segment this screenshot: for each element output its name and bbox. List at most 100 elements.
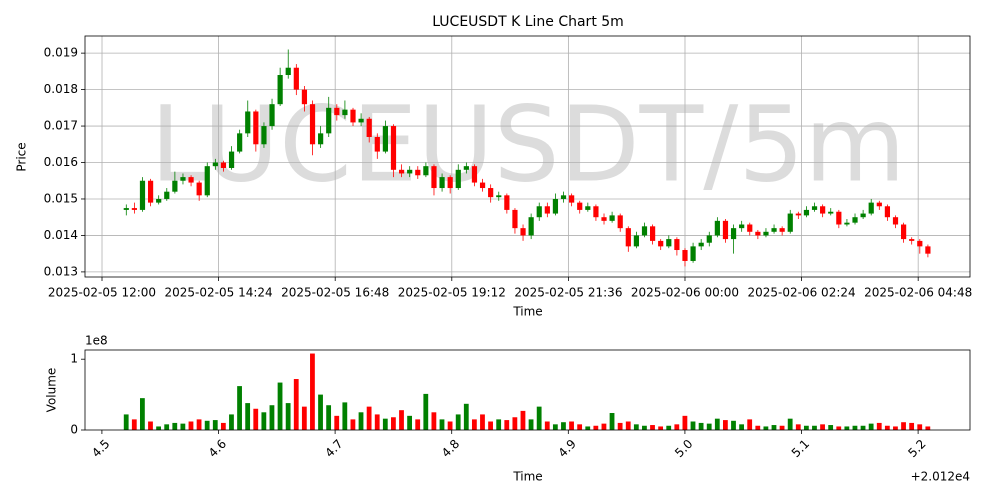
candle-body — [625, 228, 631, 247]
x-tick-label: 5.2 — [905, 437, 928, 460]
volume-bar — [722, 420, 728, 430]
candle-body — [309, 104, 316, 145]
candle-body — [836, 211, 842, 225]
candle-body — [633, 235, 640, 247]
volume-bar — [690, 421, 696, 430]
volume-bar — [253, 408, 259, 430]
candle-body — [326, 107, 332, 134]
candle-body — [884, 206, 891, 218]
x-tick-label: 4.5 — [89, 437, 112, 460]
candle-body — [649, 226, 656, 241]
volume-bar — [488, 421, 493, 430]
y-tick-label: 1 — [70, 352, 78, 366]
candle-body — [382, 126, 388, 152]
candle-body — [722, 220, 729, 240]
candle-body — [374, 136, 380, 152]
candle-body — [520, 228, 526, 236]
candle-body — [439, 177, 445, 189]
x-axis-label: Time — [512, 305, 542, 319]
candle-body — [811, 206, 818, 210]
candle-body — [293, 67, 299, 90]
candle-body — [763, 231, 769, 236]
candle-body — [156, 198, 162, 203]
candle-body — [909, 239, 915, 241]
volume-bar — [763, 426, 769, 430]
volume-bar — [212, 420, 218, 430]
volume-bar — [755, 425, 761, 430]
volume-bar — [301, 406, 307, 430]
candle-body — [398, 169, 405, 174]
candle-body — [479, 182, 486, 189]
axes-frame — [84, 349, 971, 431]
candle-body — [674, 239, 680, 251]
candle-body — [180, 177, 186, 181]
candle-body — [188, 177, 194, 183]
candle-body — [496, 195, 502, 198]
volume-bar — [139, 398, 145, 430]
candle-body — [269, 104, 275, 127]
candle-body — [755, 231, 761, 236]
volume-bar — [569, 421, 574, 430]
candle-body — [706, 235, 712, 243]
volume-bar — [269, 405, 275, 430]
candle-body — [601, 217, 607, 221]
volume-bar — [326, 405, 332, 430]
x-tick-label: 5.0 — [672, 437, 695, 460]
candle-body — [123, 208, 129, 210]
volume-bar — [277, 382, 283, 430]
volume-bar — [812, 425, 817, 430]
volume-bar — [650, 425, 655, 430]
volume-bar — [747, 419, 753, 430]
volume-bar — [471, 419, 477, 430]
volume-bar — [836, 426, 842, 430]
volume-bar — [682, 415, 688, 430]
candle-body — [528, 217, 534, 236]
candle-body — [803, 209, 810, 216]
candle-body — [131, 208, 137, 210]
y-axis-label: Price — [15, 142, 29, 171]
candle-body — [504, 195, 510, 210]
volume-bar — [463, 403, 469, 430]
volume-bar — [237, 386, 242, 430]
candle-body — [172, 180, 178, 192]
x-tick-label: 2025-02-05 16:48 — [281, 286, 389, 300]
volume-bar — [148, 421, 153, 430]
volume-bar — [245, 403, 251, 430]
volume-bar — [496, 419, 502, 430]
candle-body — [463, 166, 469, 170]
candle-body — [771, 228, 777, 232]
volume-bar — [536, 406, 542, 430]
y-tick-label: 0.017 — [44, 119, 78, 133]
candle-body — [139, 180, 146, 210]
volume-bar — [415, 419, 421, 430]
candle-body — [682, 250, 688, 261]
candle-body — [820, 206, 826, 214]
volume-bar — [512, 417, 518, 430]
candle-body — [795, 213, 801, 216]
volume-bar — [901, 422, 906, 430]
candle-body — [544, 206, 550, 214]
volume-bar — [229, 414, 234, 430]
candle-body — [277, 75, 283, 105]
volume-bar — [561, 422, 566, 430]
x-tick-label: 2025-02-06 00:00 — [631, 286, 739, 300]
candle-body — [285, 67, 291, 76]
volume-bar — [609, 413, 615, 430]
candle-body — [423, 166, 429, 176]
candle-body — [552, 198, 559, 214]
volume-bar — [334, 415, 340, 430]
volume-bar — [771, 425, 777, 430]
candle-body — [690, 246, 696, 261]
candle-body — [512, 209, 518, 229]
candle-body — [318, 133, 324, 145]
candle-body — [658, 240, 664, 247]
volume-bar — [552, 424, 558, 430]
volume-bar — [123, 414, 129, 430]
volume-bar — [293, 379, 299, 430]
watermark: LUCEUSDT/5m — [150, 83, 905, 205]
candle-body — [415, 169, 421, 176]
candle-body — [617, 215, 623, 229]
candle-body — [196, 182, 202, 196]
candle-body — [901, 224, 907, 240]
